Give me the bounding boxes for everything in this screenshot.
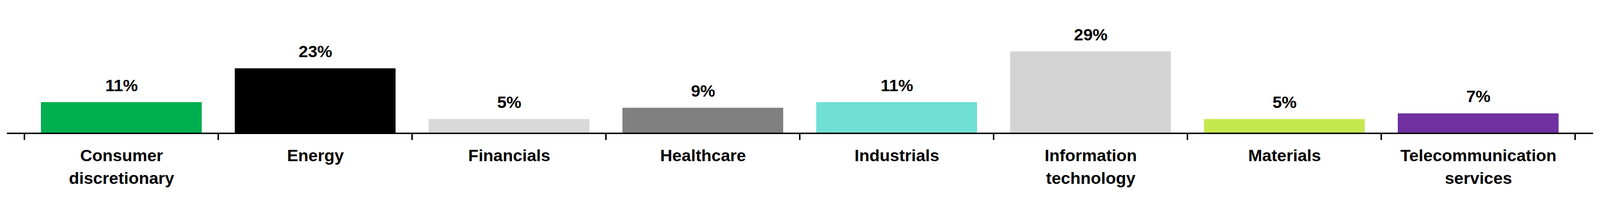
svg-text:Energy: Energy xyxy=(287,145,344,165)
svg-text:23%: 23% xyxy=(298,41,332,61)
svg-text:11%: 11% xyxy=(105,75,138,95)
svg-text:5%: 5% xyxy=(1272,92,1297,112)
svg-text:29%: 29% xyxy=(1073,25,1108,44)
svg-text:9%: 9% xyxy=(690,81,716,101)
svg-text:Financials: Financials xyxy=(468,145,550,165)
svg-text:Materials: Materials xyxy=(1248,145,1321,165)
svg-text:7%: 7% xyxy=(1466,86,1491,106)
svg-text:Healthcare: Healthcare xyxy=(660,145,747,165)
svg-text:11%: 11% xyxy=(880,75,913,95)
svg-text:Industrials: Industrials xyxy=(854,145,940,165)
svg-text:5%: 5% xyxy=(497,92,522,112)
svg-text:Telecommunicationservices: Telecommunicationservices xyxy=(1400,145,1557,188)
svg-text:Consumerdiscretionary: Consumerdiscretionary xyxy=(69,145,175,188)
svg-text:Informationtechnology: Informationtechnology xyxy=(1044,145,1137,188)
